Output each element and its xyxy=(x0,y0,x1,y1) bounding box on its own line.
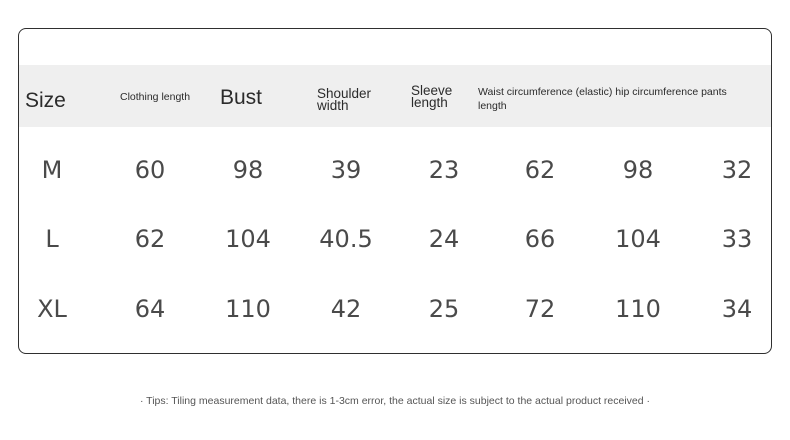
table-cell-value: 60 xyxy=(134,156,166,184)
table-cell-value: 62 xyxy=(134,225,166,253)
header-size: Size xyxy=(25,89,66,112)
table-cell-value: 25 xyxy=(428,295,460,323)
tips-note: · Tips: Tiling measurement data, there i… xyxy=(139,395,651,407)
table-cell-size: L xyxy=(45,225,59,253)
table-cell-value: 98 xyxy=(622,156,654,184)
size-chart-table: Size Clothing length Bust Shoulder width… xyxy=(18,28,772,354)
table-cell-size: XL xyxy=(37,295,67,323)
table-header-row xyxy=(19,65,771,127)
table-cell-value: 104 xyxy=(615,225,661,253)
table-cell-value: 42 xyxy=(330,295,362,323)
header-sleeve-length: Sleeve length xyxy=(411,83,453,110)
header-waist-hip-pants-length: Waist circumference (elastic) hip circum… xyxy=(478,86,727,112)
table-cell-value: 33 xyxy=(721,225,753,253)
header-bust: Bust xyxy=(220,86,263,109)
table-cell-value: 64 xyxy=(134,295,166,323)
header-shoulder-width: Shoulder width xyxy=(317,86,372,113)
table-cell-value: 40.5 xyxy=(319,225,373,253)
table-cell-value: 104 xyxy=(225,225,271,253)
table-cell-value: 24 xyxy=(428,225,460,253)
table-cell-size: M xyxy=(41,156,63,184)
table-cell-value: 62 xyxy=(524,156,556,184)
table-cell-value: 72 xyxy=(524,295,556,323)
table-cell-value: 110 xyxy=(225,295,271,323)
table-cell-value: 39 xyxy=(330,156,362,184)
table-cell-value: 66 xyxy=(524,225,556,253)
header-clothing-length: Clothing length xyxy=(120,91,191,103)
table-cell-value: 98 xyxy=(232,156,264,184)
table-cell-value: 32 xyxy=(721,156,753,184)
table-cell-value: 110 xyxy=(615,295,661,323)
table-cell-value: 34 xyxy=(721,295,753,323)
table-cell-value: 23 xyxy=(428,156,460,184)
